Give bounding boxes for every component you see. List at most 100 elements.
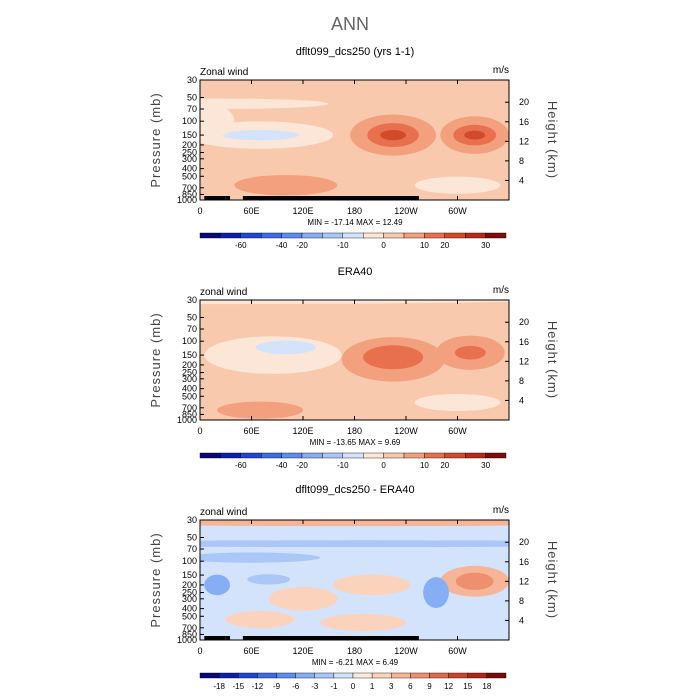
contour-region	[333, 574, 411, 596]
lon-tick-label: 60W	[448, 646, 467, 656]
height-tick-label: 4	[519, 615, 524, 625]
colorbar-swatch	[363, 452, 384, 459]
colorbar-swatch	[383, 452, 405, 459]
colorbar-swatch	[281, 232, 303, 239]
pressure-tick-label: 850	[182, 409, 197, 419]
pressure-tick-label: 1000	[177, 415, 197, 425]
colorbar-swatch	[342, 452, 364, 459]
contour-region	[268, 586, 338, 611]
height-tick-label: 12	[519, 356, 529, 366]
pressure-tick-label: 700	[182, 623, 197, 633]
pressure-tick-label: 100	[182, 116, 197, 126]
contour-field	[200, 300, 509, 420]
lon-tick-label: 60W	[448, 426, 467, 436]
y-axis-title-right: Height (km)	[545, 541, 560, 619]
pressure-tick-label: 70	[187, 104, 197, 114]
colorbar-label: 20	[440, 461, 449, 470]
height-tick-label: 12	[519, 136, 529, 146]
pressure-tick-label: 700	[182, 403, 197, 413]
colorbar-swatch	[261, 232, 282, 239]
pressure-tick-label: 250	[182, 368, 197, 378]
pressure-tick-label: 500	[182, 611, 197, 621]
pressure-tick-label: 300	[182, 594, 197, 604]
units-label: m/s	[493, 65, 509, 76]
lon-tick-label: 0	[197, 646, 202, 656]
pressure-tick-label: 50	[187, 312, 197, 322]
colorbar-label: -10	[337, 461, 349, 470]
colorbar-swatch	[363, 232, 384, 239]
colorbar-label: -9	[273, 682, 281, 691]
pressure-tick-label: 50	[187, 532, 197, 542]
contour-region	[234, 174, 338, 196]
colorbar-swatch	[199, 672, 220, 679]
contour-region	[363, 345, 424, 370]
pressure-tick-label: 30	[187, 515, 197, 525]
pressure-tick-label: 300	[182, 374, 197, 384]
contour-region	[221, 129, 299, 141]
colorbar-swatch	[391, 672, 411, 679]
colorbar-label: -60	[235, 241, 247, 250]
colorbar-label: -40	[276, 241, 288, 250]
colorbar-label: -12	[252, 682, 264, 691]
lon-tick-label: 60E	[243, 646, 259, 656]
colorbar-swatch	[403, 452, 425, 459]
contour-region	[200, 98, 329, 109]
pressure-tick-label: 500	[182, 171, 197, 181]
min-max-text: MIN = -13.65 MAX = 9.69	[310, 438, 401, 447]
pressure-tick-label: 400	[182, 164, 197, 174]
height-tick-label: 16	[519, 337, 529, 347]
colorbar-label: -15	[232, 682, 244, 691]
contour-region	[464, 130, 485, 140]
colorbar-label: 9	[427, 682, 432, 691]
units-label: m/s	[493, 505, 509, 516]
colorbar-swatch	[429, 672, 449, 679]
panel-title: ERA40	[338, 266, 373, 278]
colorbar-label: 0	[381, 241, 386, 250]
variable-label: Zonal wind	[200, 67, 248, 78]
colorbar-swatch	[218, 672, 239, 679]
variable-label: zonal wind	[200, 507, 247, 518]
contour-region	[320, 613, 407, 632]
colorbar-swatch	[220, 452, 241, 459]
height-tick-label: 4	[519, 395, 524, 405]
colorbar-swatch	[276, 672, 296, 679]
contour-region	[204, 574, 231, 596]
terrain-block	[204, 196, 226, 200]
terrain-block	[225, 196, 231, 200]
colorbar-swatch	[403, 232, 425, 239]
pressure-tick-label: 100	[182, 336, 197, 346]
pressure-tick-label: 1000	[177, 635, 197, 645]
contour-region	[225, 610, 295, 629]
pressure-tick-label: 200	[182, 360, 197, 370]
lon-tick-label: 120E	[292, 426, 313, 436]
colorbar-label: -3	[311, 682, 319, 691]
pressure-tick-label: 400	[182, 604, 197, 614]
y-axis-title: Pressure (mb)	[148, 312, 163, 407]
panel-model: dflt099_dcs250 (yrs 1-1) Zonal wind m/s 30 5…	[148, 46, 560, 250]
colorbar-label: 0	[381, 461, 386, 470]
height-tick-label: 20	[519, 537, 529, 547]
contour-region	[423, 577, 449, 608]
lon-tick-label: 120W	[394, 646, 418, 656]
y-axis-title-right: Height (km)	[545, 101, 560, 179]
colorbar-swatch	[485, 232, 507, 239]
y-axis-title: Pressure (mb)	[148, 532, 163, 627]
colorbar-swatch	[261, 452, 282, 459]
colorbar-swatch	[485, 452, 507, 459]
colorbar-swatch	[281, 452, 303, 459]
colorbar-swatch	[444, 232, 466, 239]
lon-tick-label: 120W	[394, 206, 418, 216]
colorbar-label: 0	[351, 682, 356, 691]
colorbar-swatch	[410, 672, 430, 679]
pressure-tick-label: 700	[182, 183, 197, 193]
terrain-block	[204, 636, 226, 640]
colorbar-label: -18	[213, 682, 225, 691]
contour-region	[200, 104, 235, 139]
colorbar-swatch	[424, 452, 445, 459]
colorbar-swatch	[467, 672, 488, 679]
contour-field	[200, 80, 509, 200]
height-tick-label: 4	[519, 175, 524, 185]
